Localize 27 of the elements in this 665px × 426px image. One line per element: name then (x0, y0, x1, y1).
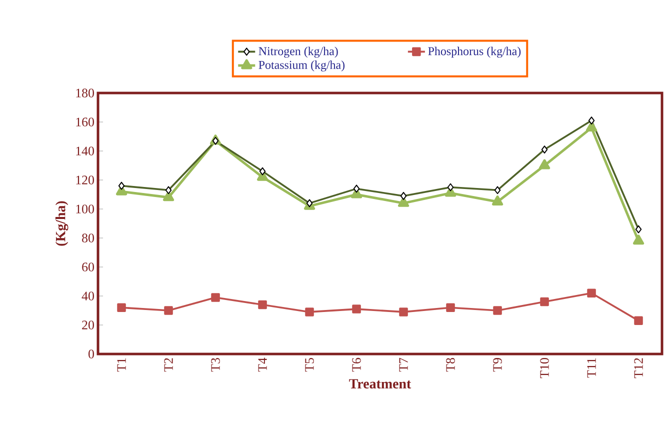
y-tick-label: 20 (82, 320, 94, 330)
y-tick-label: 120 (76, 176, 94, 184)
y-tick-label: 80 (82, 234, 94, 242)
x-tick-label: T9 (493, 358, 502, 372)
legend-label: Potassium (kg/ha) (258, 60, 345, 72)
y-tick-label: 60 (82, 262, 94, 272)
y-tick-label: 140 (76, 146, 94, 156)
y-tick-label: 40 (82, 292, 94, 300)
x-tick-label: T2 (164, 358, 173, 372)
x-tick-label: T7 (399, 358, 408, 372)
x-tick-label: T1 (117, 358, 126, 372)
x-tick-label: T5 (305, 358, 314, 372)
x-tick-label: T12 (634, 358, 643, 378)
y-axis-title: (Kg/ha) (55, 201, 68, 246)
x-tick-label: T10 (540, 358, 549, 378)
x-tick-label: T8 (446, 358, 455, 372)
y-tick-label: 160 (76, 118, 94, 126)
legend-label: Phosphorus (kg/ha) (428, 46, 521, 58)
x-tick-label: T11 (587, 358, 596, 378)
x-tick-label: T6 (352, 358, 361, 372)
x-tick-label: T3 (211, 358, 220, 372)
y-tick-label: 0 (88, 350, 94, 358)
x-axis-title: Treatment (349, 379, 412, 388)
y-tick-label: 180 (76, 88, 94, 98)
x-tick-label: T4 (258, 358, 267, 372)
legend-label: Nitrogen (kg/ha) (258, 46, 338, 58)
y-tick-label: 100 (76, 204, 94, 214)
